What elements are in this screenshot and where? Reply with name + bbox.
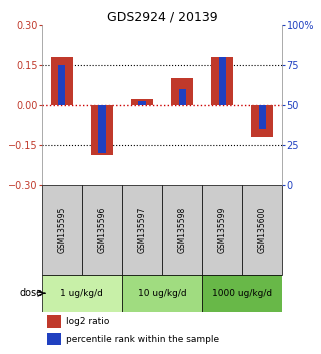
Bar: [171, 78, 193, 105]
Bar: [138, 102, 146, 105]
Bar: [219, 57, 226, 105]
Bar: [131, 99, 153, 105]
Text: GSM135598: GSM135598: [178, 206, 187, 253]
Bar: [178, 89, 186, 105]
Bar: [51, 57, 73, 105]
Text: 1 ug/kg/d: 1 ug/kg/d: [60, 289, 103, 298]
Text: log2 ratio: log2 ratio: [66, 317, 109, 326]
Text: GSM135595: GSM135595: [57, 206, 66, 253]
Bar: [202, 184, 242, 274]
Text: GSM135597: GSM135597: [137, 206, 147, 253]
Text: percentile rank within the sample: percentile rank within the sample: [66, 335, 219, 344]
Bar: [98, 105, 106, 153]
Bar: [259, 105, 266, 129]
Bar: [42, 274, 122, 312]
Text: GSM135600: GSM135600: [258, 206, 267, 253]
Bar: [91, 105, 113, 155]
Bar: [242, 184, 282, 274]
Text: 10 ug/kg/d: 10 ug/kg/d: [138, 289, 187, 298]
Bar: [122, 274, 202, 312]
Title: GDS2924 / 20139: GDS2924 / 20139: [107, 11, 217, 24]
Bar: [251, 105, 273, 137]
Text: 1000 ug/kg/d: 1000 ug/kg/d: [212, 289, 273, 298]
Bar: [202, 274, 282, 312]
Bar: [47, 315, 61, 328]
Bar: [162, 184, 202, 274]
Bar: [47, 333, 61, 345]
Bar: [42, 184, 82, 274]
Text: dose: dose: [19, 288, 42, 298]
Bar: [211, 57, 233, 105]
Text: GSM135599: GSM135599: [218, 206, 227, 253]
Text: GSM135596: GSM135596: [97, 206, 107, 253]
Bar: [82, 184, 122, 274]
Bar: [58, 65, 65, 105]
Bar: [122, 184, 162, 274]
